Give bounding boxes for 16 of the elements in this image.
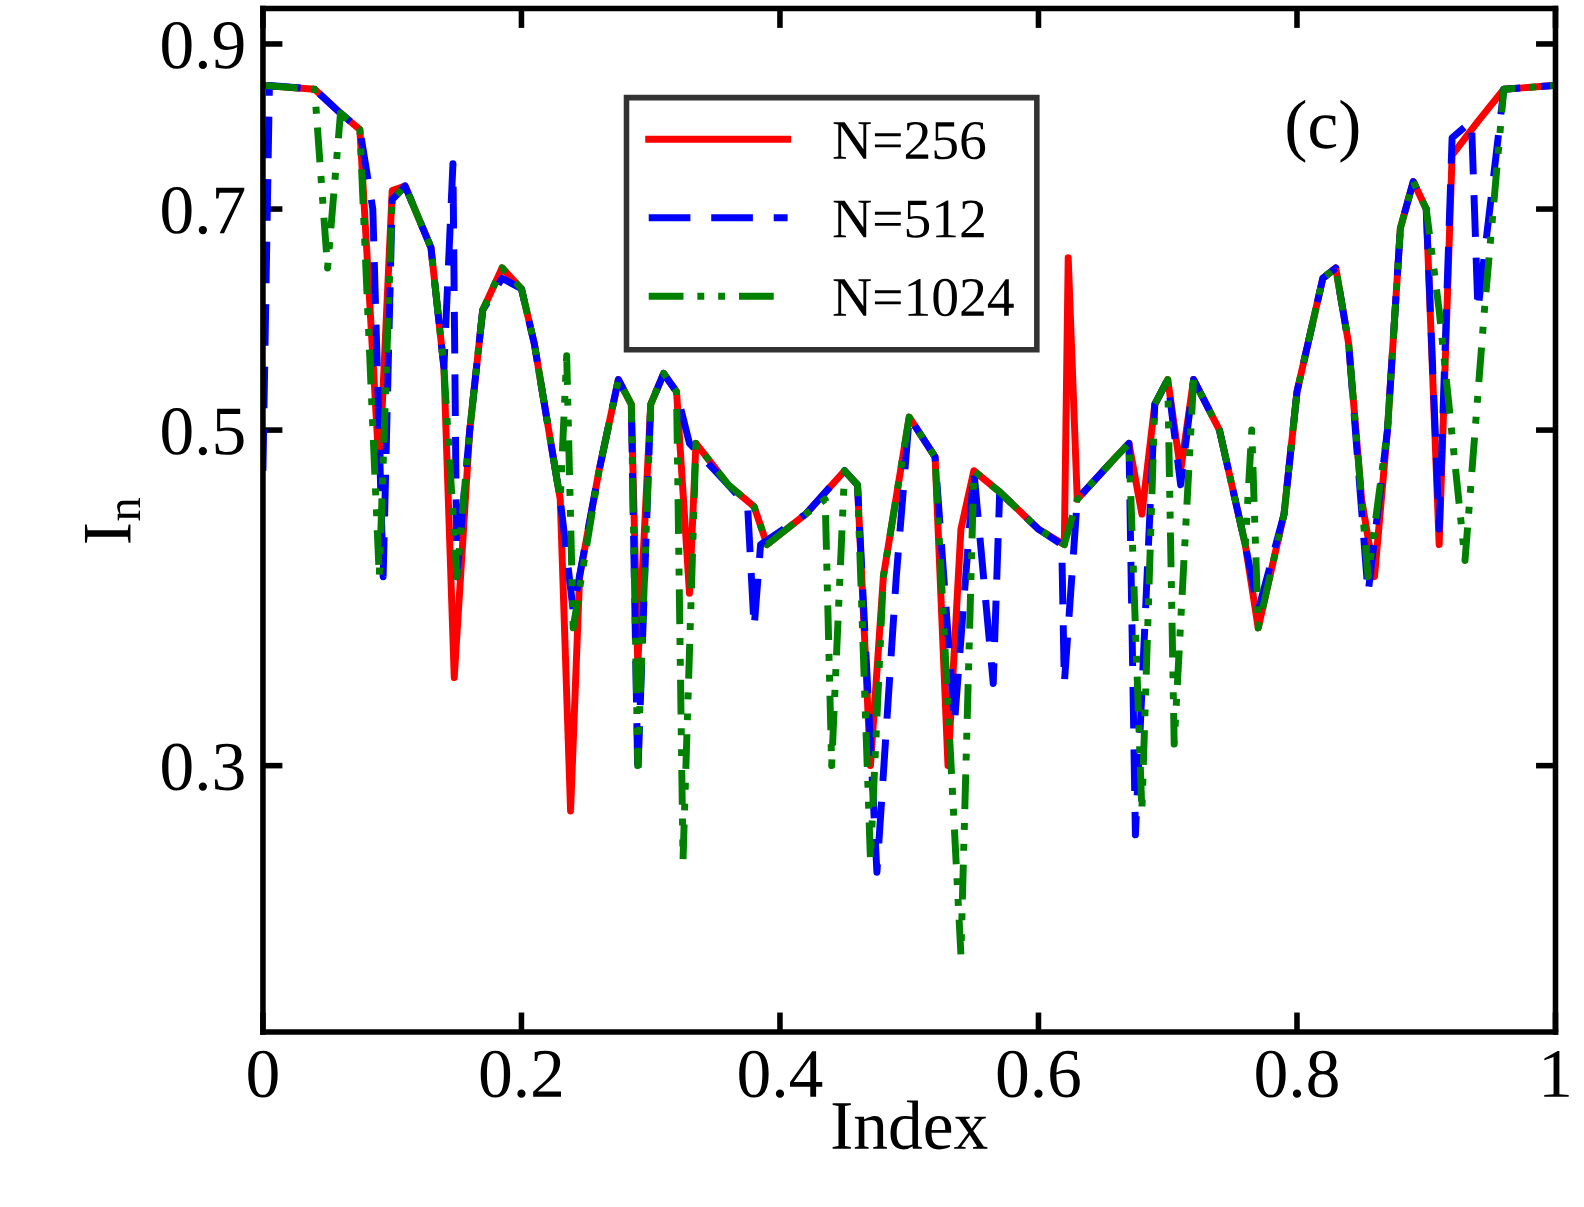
x-tick-label: 0.4 bbox=[739, 1050, 823, 1098]
annotation: (c) bbox=[1287, 99, 1359, 163]
x-tick-label: 0 bbox=[248, 1050, 278, 1098]
x-tick-label: 0.8 bbox=[1256, 1050, 1338, 1098]
y-tick-label: 0.9 bbox=[162, 21, 244, 70]
x-axis-title: Index bbox=[832, 1100, 988, 1150]
legend-label: N=256 bbox=[833, 121, 986, 160]
legend-label: N=1024 bbox=[833, 278, 1014, 317]
y-tick-label: 0.5 bbox=[162, 407, 244, 456]
y-tick-label: 0.3 bbox=[162, 743, 244, 791]
y-tick-label: 0.7 bbox=[162, 186, 245, 235]
x-tick-label: 0.2 bbox=[480, 1050, 562, 1098]
y-axis-title: I$_{n}$ bbox=[84, 497, 140, 543]
x-tick-label: 0.6 bbox=[997, 1050, 1080, 1098]
x-tick-label: 1 bbox=[1544, 1051, 1569, 1097]
legend-label: N=512 bbox=[833, 200, 984, 238]
